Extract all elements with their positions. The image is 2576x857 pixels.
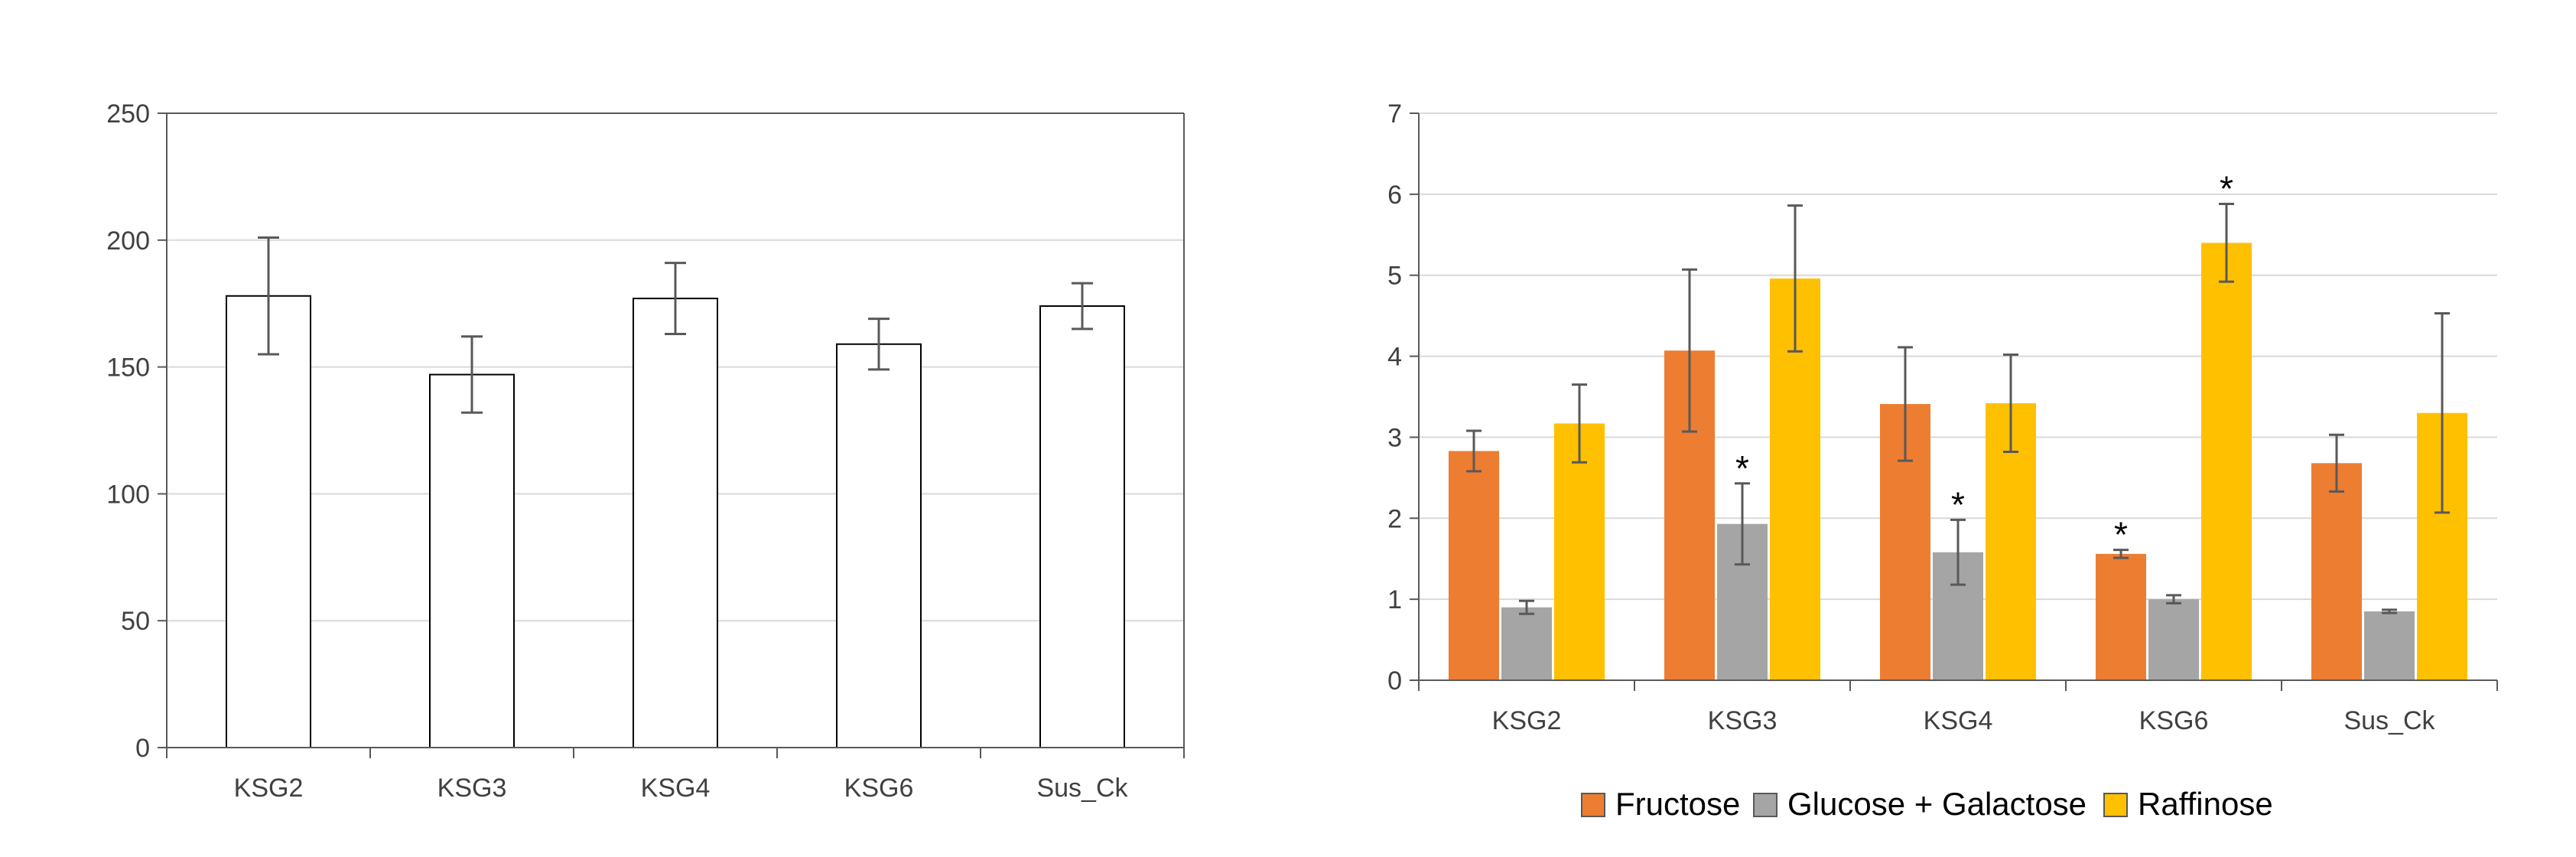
y-tick-label: 1 bbox=[1387, 585, 1402, 614]
bar-ksg2-sucrose bbox=[226, 295, 311, 748]
bar-sus_ck-sucrose bbox=[1039, 305, 1125, 748]
bar-ksg2-fructose bbox=[1449, 451, 1499, 680]
bar-ksg6-glucose-galactose bbox=[2148, 599, 2199, 680]
legend-item-fructose: Fructose bbox=[1581, 786, 1740, 822]
bar-ksg6-raffinose bbox=[2201, 243, 2252, 680]
x-tick-label-ksg6: KSG6 bbox=[2139, 706, 2209, 735]
significance-marker: * bbox=[1735, 448, 1749, 488]
x-tick-label-ksg2: KSG2 bbox=[234, 774, 304, 803]
bar-ksg4-sucrose bbox=[633, 298, 718, 748]
bar-ksg2-glucose-galactose bbox=[1501, 607, 1552, 680]
y-tick-label: 2 bbox=[1387, 504, 1402, 533]
panel-a-sucrose-chart: 0 50 100 150 200 250 KSG2 KSG3 KSG4 KSG6 Sus_Ck bbox=[106, 99, 1185, 803]
y-tick-label: 50 bbox=[121, 607, 150, 636]
bar-ksg2-raffinose bbox=[1554, 423, 1605, 680]
x-tick-label-ksg4: KSG4 bbox=[641, 774, 711, 803]
y-tick-label: 100 bbox=[106, 480, 150, 509]
bar-ksg3-sucrose bbox=[429, 373, 515, 748]
x-tick-label-ksg3: KSG3 bbox=[1708, 706, 1778, 735]
legend-swatch bbox=[2103, 793, 2128, 817]
legend-item-glucose-galactose: Glucose + Galactose bbox=[1753, 786, 2086, 822]
legend-label: Fructose bbox=[1615, 786, 1740, 822]
y-tick-label: 3 bbox=[1387, 423, 1402, 452]
x-tick-label-ksg6: KSG6 bbox=[844, 774, 914, 803]
y-tick-label: 5 bbox=[1387, 262, 1402, 291]
legend-swatch bbox=[1753, 793, 1778, 817]
x-tick-label-ksg2: KSG2 bbox=[1492, 706, 1562, 735]
y-tick-label: 250 bbox=[106, 99, 150, 129]
y-tick-label: 200 bbox=[106, 226, 150, 256]
panel-b-sugars-chart: 0 1 2 3 4 5 6 7 KSG2 * KSG3 * KSG4 * * KSG6 Sus_Ck Fructo… bbox=[1387, 99, 2498, 822]
legend-item-raffinose: Raffinose bbox=[2103, 786, 2273, 822]
y-tick-label: 150 bbox=[106, 354, 150, 383]
y-tick-label: 6 bbox=[1387, 181, 1402, 210]
legend-swatch bbox=[1581, 793, 1605, 817]
bar-ksg6-sucrose bbox=[836, 343, 922, 749]
legend-label: Glucose + Galactose bbox=[1787, 786, 2086, 822]
y-tick-label: 0 bbox=[135, 734, 150, 763]
legend-label: Raffinose bbox=[2138, 786, 2273, 822]
y-tick-label: 7 bbox=[1387, 99, 1402, 129]
x-tick-label-ksg4: KSG4 bbox=[1924, 706, 1993, 735]
bar-sus_ck-glucose-galactose bbox=[2364, 611, 2415, 680]
bar-sus_ck-fructose bbox=[2311, 463, 2362, 680]
legend: Fructose Glucose + Galactose Raffinose bbox=[1581, 786, 2273, 822]
significance-marker: * bbox=[2220, 169, 2233, 209]
y-tick-label: 4 bbox=[1387, 343, 1402, 372]
x-tick-label-sus_ck: Sus_Ck bbox=[1036, 774, 1128, 803]
significance-marker: * bbox=[2114, 515, 2128, 555]
y-tick-label: 0 bbox=[1387, 666, 1402, 696]
bar-ksg6-fructose bbox=[2096, 553, 2146, 680]
x-tick-label-ksg3: KSG3 bbox=[437, 774, 507, 803]
significance-marker: * bbox=[1951, 484, 1965, 524]
x-tick-label-sus_ck: Sus_Ck bbox=[2343, 706, 2435, 735]
